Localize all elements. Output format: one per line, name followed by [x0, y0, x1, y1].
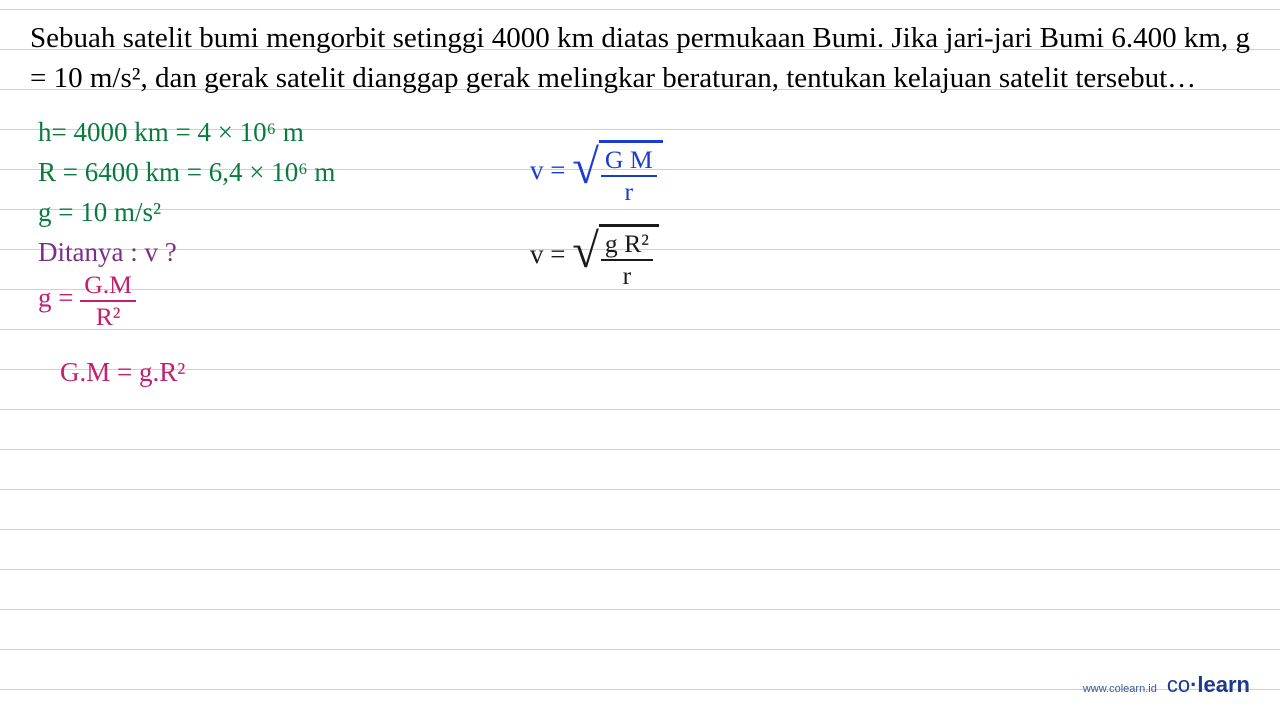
watermark-url: www.colearn.id: [1083, 683, 1157, 695]
problem-statement: Sebuah satelit bumi mengorbit setinggi 4…: [30, 18, 1250, 98]
asked: Ditanya : v ?: [38, 232, 177, 272]
given-g: g = 10 m/s²: [38, 192, 161, 232]
v-blue-prefix: v =: [530, 155, 565, 185]
sqrt-icon: √: [572, 143, 599, 192]
eq-g-num: G.M: [80, 270, 136, 302]
equation-gm: G.M = g.R²: [60, 352, 185, 392]
v-black-den: r: [601, 261, 653, 291]
lined-paper-background: [0, 0, 1280, 720]
eq-g-left: g =: [38, 283, 73, 313]
watermark: www.colearn.id co·learn: [1083, 672, 1250, 698]
formula-v-blue: v = √ G M r: [530, 140, 663, 206]
equation-g: g = G.M R²: [38, 270, 136, 331]
v-black-prefix: v =: [530, 239, 565, 269]
given-R: R = 6400 km = 6,4 × 10⁶ m: [38, 152, 335, 192]
eq-g-den: R²: [80, 302, 136, 332]
given-h: h= 4000 km = 4 × 10⁶ m: [38, 112, 304, 152]
logo-co: co: [1167, 672, 1190, 697]
sqrt-icon: √: [572, 227, 599, 276]
v-blue-den: r: [601, 177, 657, 207]
watermark-logo: co·learn: [1167, 672, 1250, 698]
content-area: Sebuah satelit bumi mengorbit setinggi 4…: [0, 0, 1280, 98]
v-blue-num: G M: [601, 145, 657, 177]
v-black-num: g R²: [601, 229, 653, 261]
logo-learn: learn: [1197, 672, 1250, 697]
formula-v-black: v = √ g R² r: [530, 224, 659, 290]
